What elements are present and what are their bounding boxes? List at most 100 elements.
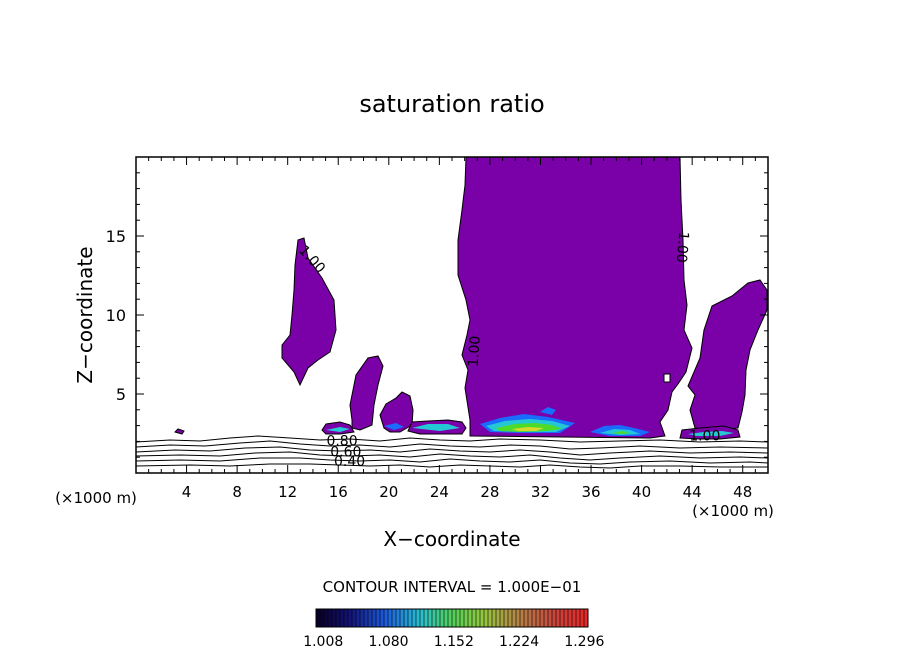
colorbar-swatch [364, 609, 369, 627]
colorbar-swatch [320, 609, 325, 627]
colorbar: 1.008 1.080 1.152 1.224 1.296 [303, 608, 604, 650]
x-tick-label: 12 [278, 483, 297, 501]
colorbar-swatch [580, 609, 585, 627]
colorbar-tick-label: 1.152 [434, 634, 474, 650]
colorbar-swatch [404, 609, 409, 627]
white-hole [663, 373, 671, 383]
colorbar-swatch [316, 609, 321, 627]
x-unit-right: (×1000 m) [692, 502, 774, 520]
patch-cyan-5 [688, 431, 734, 436]
colorbar-swatch [524, 609, 529, 627]
colorbar-swatch [492, 609, 497, 627]
colorbar-swatch [460, 609, 465, 627]
colorbar-swatch [372, 609, 377, 627]
colorbar-swatch [324, 609, 329, 627]
colorbar-swatch [472, 609, 477, 627]
x-tick-label: 4 [182, 483, 192, 501]
contour-label: 0.80 [326, 433, 357, 449]
colorbar-swatch [340, 609, 345, 627]
colorbar-swatch [456, 609, 461, 627]
colorbar-swatch [416, 609, 421, 627]
colorbar-swatch [396, 609, 401, 627]
colorbar-swatch [424, 609, 429, 627]
cumulus-region-1 [349, 355, 384, 431]
patch-cyan-3 [412, 424, 460, 431]
colorbar-tick-label: 1.296 [564, 634, 604, 650]
tick-marks [136, 157, 768, 473]
colorbar-swatch [440, 609, 445, 627]
x-tick-label: 32 [531, 483, 550, 501]
x-tick-label: 20 [379, 483, 398, 501]
colorbar-tick-label: 1.008 [303, 634, 343, 650]
colorbar-swatch [516, 609, 521, 627]
left-cloud-region [281, 237, 337, 387]
colorbar-swatch [380, 609, 385, 627]
colorbar-swatch [328, 609, 333, 627]
colorbar-swatch [508, 609, 513, 627]
colorbar-swatch [480, 609, 485, 627]
colorbar-swatch [500, 609, 505, 627]
colorbar-swatch [388, 609, 393, 627]
colorbar-swatch [464, 609, 469, 627]
x-axis-label: X−coordinate [383, 527, 520, 551]
colorbar-stripes [315, 609, 589, 627]
main-cloud-region [457, 157, 693, 439]
colorbar-swatch [348, 609, 353, 627]
colorbar-swatch [476, 609, 481, 627]
x-tick-label: 44 [683, 483, 702, 501]
colorbar-swatch [392, 609, 397, 627]
plot-area: 1.001.001.001.000.800.600.40 [135, 156, 769, 474]
colorbar-swatch [448, 609, 453, 627]
contour-label: 1.00 [673, 231, 692, 263]
colorbar-swatch [452, 609, 457, 627]
colorbar-swatch [376, 609, 381, 627]
low-level-contours [136, 435, 768, 469]
cumulus-region-2 [379, 391, 414, 433]
colorbar-swatch [408, 609, 413, 627]
y-axis-label: Z−coordinate [73, 246, 97, 383]
colorbar-swatch [488, 609, 493, 627]
contour-label: 1.00 [466, 335, 484, 367]
colorbar-swatch [576, 609, 581, 627]
colorbar-swatch [336, 609, 341, 627]
x-tick-label: 36 [581, 483, 600, 501]
colorbar-swatch [428, 609, 433, 627]
colorbar-swatch [548, 609, 553, 627]
patch-green-2 [612, 431, 630, 434]
colorbar-swatch [468, 609, 473, 627]
y-tick-label: 5 [116, 385, 126, 404]
colorbar-swatch [356, 609, 361, 627]
colorbar-swatch [528, 609, 533, 627]
colorbar-swatch [432, 609, 437, 627]
colorbar-swatch [400, 609, 405, 627]
colorbar-swatch [568, 609, 573, 627]
colorbar-tick-label: 1.224 [499, 634, 539, 650]
x-tick-label: 24 [430, 483, 449, 501]
colorbar-swatch [332, 609, 337, 627]
colorbar-swatch [560, 609, 565, 627]
colorbar-swatch [496, 609, 501, 627]
colorbar-swatch [556, 609, 561, 627]
chart-title: saturation ratio [359, 90, 544, 118]
x-unit-left: (×1000 m) [55, 489, 137, 507]
x-tick-label: 8 [232, 483, 242, 501]
patch-blue-4 [384, 423, 404, 430]
colorbar-swatch [368, 609, 373, 627]
supersaturation-patches [326, 407, 734, 436]
colorbar-swatch [584, 609, 589, 627]
colorbar-tick-labels: 1.008 1.080 1.152 1.224 1.296 [303, 634, 604, 650]
colorbar-swatch [512, 609, 517, 627]
small-patch-region [174, 428, 185, 435]
patch-blue-3 [540, 407, 556, 415]
colorbar-swatch [384, 609, 389, 627]
y-tick-labels: 5 10 15 [106, 227, 126, 404]
colorbar-swatch [360, 609, 365, 627]
colorbar-swatch [532, 609, 537, 627]
colorbar-swatch [536, 609, 541, 627]
contour-interval-text: CONTOUR INTERVAL = 1.000E−01 [323, 578, 582, 596]
y-tick-label: 10 [106, 306, 126, 325]
colorbar-swatch [484, 609, 489, 627]
x-tick-label: 28 [480, 483, 499, 501]
contour-label: 0.40 [334, 454, 365, 470]
